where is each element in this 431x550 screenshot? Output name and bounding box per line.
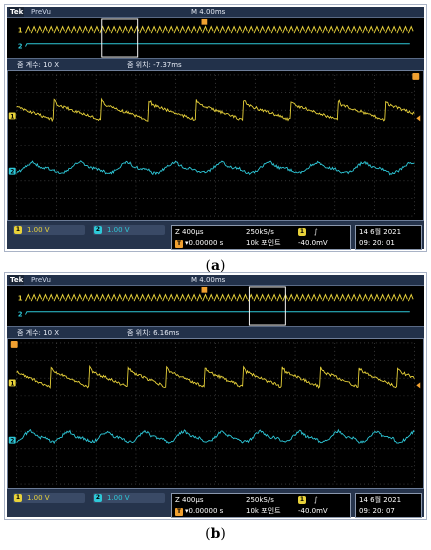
bottom-status-bar-a: 1 1.00 V 2 1.00 V Z 400μs T ▾0.00000 s 2…	[7, 222, 424, 250]
ch2-scale-readout-a[interactable]: 2 1.00 V	[93, 225, 165, 235]
ch1-level-marker	[8, 379, 16, 387]
caption-b: (b)	[205, 526, 226, 542]
caption-a: (a)	[205, 258, 226, 274]
mode-label-a: PreVu	[31, 8, 51, 16]
time-b: 09: 20: 07	[359, 507, 395, 515]
acquisition-info-b[interactable]: Z 400μs T ▾0.00000 s 250kS/s 10k 포인트 1 ∫…	[171, 493, 351, 518]
zoom-factor-b: 줌 계수: 10 X	[17, 329, 60, 337]
trigger-slope-icon-a: ∫	[314, 228, 318, 236]
ch2-badge-a: 2	[94, 226, 102, 234]
ch2-level-marker	[8, 167, 16, 175]
ch1-scale-readout-b[interactable]: 1 1.00 V	[13, 493, 85, 503]
trigger-delay-a: ▾0.00000 s	[185, 239, 224, 247]
trigger-icon-b: T	[175, 508, 183, 516]
ch2-badge-b: 2	[94, 494, 102, 502]
trigger-position-marker	[412, 72, 420, 80]
trigger-source-badge-b: 1	[298, 496, 306, 504]
ch1-scale-a: 1.00 V	[27, 226, 50, 234]
ch1-level-marker	[8, 112, 16, 120]
ch2-level-label: 2	[10, 170, 14, 176]
ch1-trace	[16, 97, 415, 123]
time-a: 09: 20: 01	[359, 239, 395, 247]
ch1-level-label: 1	[10, 114, 14, 120]
trigger-level-a: -40.0mV	[298, 239, 328, 247]
ch1-scale-b: 1.00 V	[27, 494, 50, 502]
sample-rate-b: 250kS/s	[246, 496, 274, 504]
horiz-scale-b: Z 400μs	[175, 496, 204, 504]
trigger-level-marker	[416, 115, 421, 122]
zoom-plot-a: 12	[8, 72, 421, 217]
ch1-badge-a: 1	[14, 226, 22, 234]
ch1-badge-b: 1	[14, 494, 22, 502]
overview-ch2-marker: 2	[18, 42, 23, 50]
top-status-bar-a: Tek PreVu M 4.00ms	[7, 7, 424, 17]
trigger-level-b: -40.0mV	[298, 507, 328, 515]
trigger-icon-a: T	[175, 240, 183, 248]
ch2-level-marker	[8, 436, 16, 444]
overview-ch2-trace	[25, 43, 410, 47]
ch2-trace	[16, 428, 415, 445]
overview-plot-b: 12	[18, 286, 414, 326]
zoom-factor-a: 줌 계수: 10 X	[17, 61, 60, 69]
overview-ch1-marker: 1	[18, 294, 23, 302]
ch2-trace	[16, 160, 415, 176]
trigger-delay-b: ▾0.00000 s	[185, 507, 224, 515]
trigger-position-marker	[10, 340, 18, 348]
overview-ch1-trace	[25, 293, 414, 302]
top-status-bar-b: Tek PreVu M 4.00ms	[7, 275, 424, 285]
overview-ch1-marker: 1	[18, 26, 23, 34]
overview-ch2-marker: 2	[18, 310, 23, 318]
mode-label-b: PreVu	[31, 276, 51, 284]
date-a: 14 6월 2021	[359, 228, 402, 236]
brand-label-a: Tek	[9, 7, 25, 17]
date-time-a: 14 6월 2021 09: 20: 01	[355, 225, 422, 250]
brand-label-b: Tek	[9, 275, 25, 285]
overview-trigger-marker	[201, 18, 208, 25]
date-b: 14 6월 2021	[359, 496, 402, 504]
caption-label-b: b	[210, 526, 221, 542]
overview-plot-a: 12	[18, 18, 414, 58]
zoom-window-box	[101, 18, 139, 58]
ch1-trace	[16, 364, 415, 389]
ch2-level-label: 2	[10, 439, 14, 445]
ch2-scale-a: 1.00 V	[107, 226, 130, 234]
bottom-status-bar-b: 1 1.00 V 2 1.00 V Z 400μs T ▾0.00000 s 2…	[7, 490, 424, 518]
record-length-a: 10k 포인트	[246, 239, 281, 247]
trigger-source-badge-a: 1	[298, 228, 306, 236]
ch2-scale-b: 1.00 V	[107, 494, 130, 502]
trigger-level-marker	[416, 382, 421, 389]
date-time-b: 14 6월 2021 09: 20: 07	[355, 493, 422, 518]
ch1-level-label: 1	[10, 381, 14, 387]
zoom-position-a: 줌 위치: -7.37ms	[127, 61, 182, 69]
timebase-label-b: M 4.00ms	[191, 276, 226, 284]
zoom-info-bar-b: 줌 계수: 10 X 줌 위치: 6.16ms	[7, 328, 424, 338]
zoom-plot-b: 12	[8, 340, 421, 485]
sample-rate-a: 250kS/s	[246, 228, 274, 236]
ch2-scale-readout-b[interactable]: 2 1.00 V	[93, 493, 165, 503]
overview-trigger-marker	[201, 286, 208, 293]
acquisition-info-a[interactable]: Z 400μs T ▾0.00000 s 250kS/s 10k 포인트 1 ∫…	[171, 225, 351, 250]
trigger-slope-icon-b: ∫	[314, 496, 318, 504]
caption-label-a: a	[210, 258, 221, 274]
zoom-info-bar-a: 줌 계수: 10 X 줌 위치: -7.37ms	[7, 60, 424, 70]
zoom-position-b: 줌 위치: 6.16ms	[127, 329, 180, 337]
overview-ch1-trace	[25, 25, 414, 34]
timebase-label-a: M 4.00ms	[191, 8, 226, 16]
overview-ch2-trace	[25, 311, 410, 315]
ch1-scale-readout-a[interactable]: 1 1.00 V	[13, 225, 85, 235]
horiz-scale-a: Z 400μs	[175, 228, 204, 236]
record-length-b: 10k 포인트	[246, 507, 281, 515]
zoom-window-box	[248, 286, 286, 326]
